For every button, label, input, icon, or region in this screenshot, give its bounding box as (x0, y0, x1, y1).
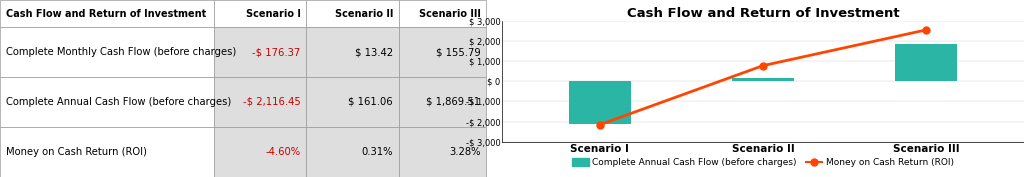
Text: 0.31%: 0.31% (361, 147, 393, 157)
Text: Scenario III: Scenario III (419, 9, 480, 19)
Bar (306, 127, 398, 177)
Legend: Complete Annual Cash Flow (before charges), Money on Cash Return (ROI): Complete Annual Cash Flow (before charge… (568, 155, 957, 171)
Bar (306, 77, 398, 127)
Text: $ 1,869.51: $ 1,869.51 (426, 97, 480, 107)
Bar (0, 0, 214, 27)
Text: -$ 176.37: -$ 176.37 (252, 47, 301, 57)
Text: -$ 2,116.45: -$ 2,116.45 (243, 97, 301, 107)
Bar (399, 77, 486, 127)
Bar (214, 77, 306, 127)
Text: Scenario I: Scenario I (246, 9, 301, 19)
Bar (399, 0, 486, 27)
Bar (732, 78, 794, 81)
Bar (214, 127, 306, 177)
Text: 3.28%: 3.28% (450, 147, 480, 157)
Text: -4.60%: -4.60% (265, 147, 301, 157)
Bar (306, 27, 398, 77)
Text: Scenario II: Scenario II (335, 9, 393, 19)
Text: $ 155.79: $ 155.79 (436, 47, 480, 57)
Text: Complete Annual Cash Flow (before charges): Complete Annual Cash Flow (before charge… (6, 97, 231, 107)
Bar (0, 77, 214, 127)
Bar (0, 27, 214, 77)
Bar (399, 27, 486, 77)
Text: $ 161.06: $ 161.06 (348, 97, 393, 107)
Bar (214, 27, 306, 77)
Bar (306, 0, 398, 27)
Text: Money on Cash Return (ROI): Money on Cash Return (ROI) (6, 147, 146, 157)
Text: Cash Flow and Return of Investment: Cash Flow and Return of Investment (6, 9, 206, 19)
Bar (399, 127, 486, 177)
Bar (214, 0, 306, 27)
Text: $ 13.42: $ 13.42 (355, 47, 393, 57)
Bar (895, 44, 957, 81)
Bar (568, 81, 631, 124)
Bar (0, 127, 214, 177)
Text: Complete Monthly Cash Flow (before charges): Complete Monthly Cash Flow (before charg… (6, 47, 237, 57)
Title: Cash Flow and Return of Investment: Cash Flow and Return of Investment (627, 7, 899, 20)
